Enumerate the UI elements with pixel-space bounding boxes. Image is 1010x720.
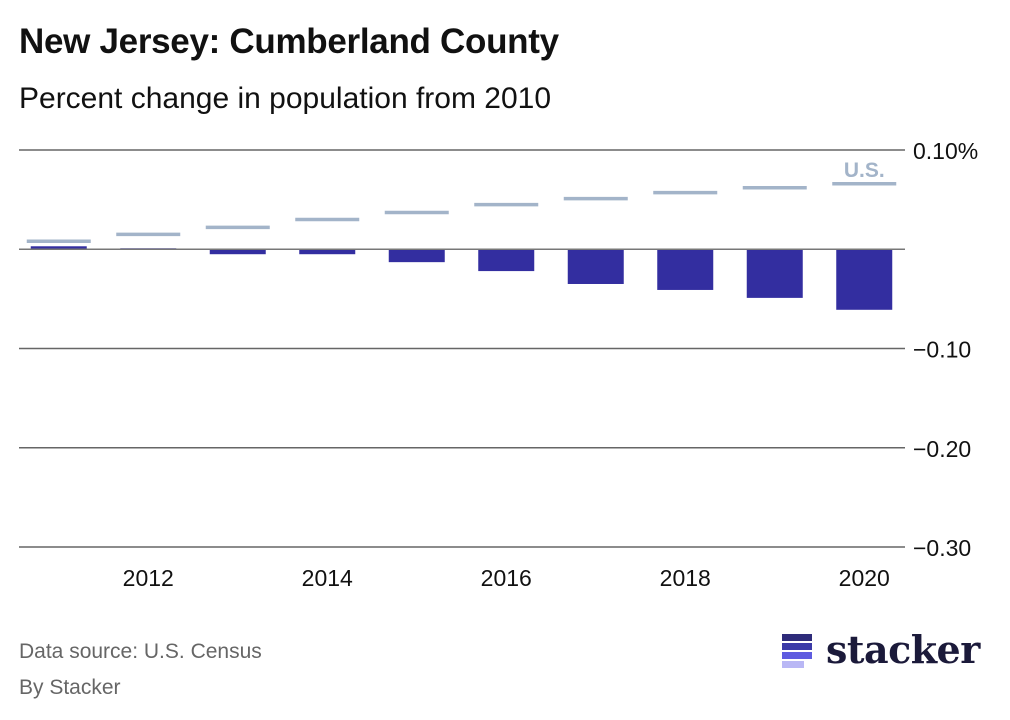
x-tick-label: 2016 <box>481 565 532 591</box>
bar-2011 <box>30 246 87 250</box>
bar-2019 <box>746 249 803 298</box>
bar-2014 <box>299 249 356 255</box>
logo-bar <box>782 634 812 641</box>
logo-bar <box>782 643 812 650</box>
y-tick-label: −0.10 <box>913 337 971 363</box>
bar-2018 <box>657 249 714 290</box>
stacker-logo[interactable]: stacker <box>780 630 980 670</box>
x-tick-label: 2020 <box>839 565 890 591</box>
y-tick-label: −0.20 <box>913 436 971 462</box>
x-tick-label: 2014 <box>302 565 353 591</box>
y-tick-label: −0.30 <box>913 535 971 561</box>
logo-bar <box>782 661 804 668</box>
x-tick-label: 2018 <box>660 565 711 591</box>
data-source: Data source: U.S. Census <box>19 640 262 663</box>
logo-bar <box>782 652 812 659</box>
us-series-label: U.S. <box>844 159 885 182</box>
chart-subtitle: Percent change in population from 2010 <box>19 82 552 115</box>
bar-2013 <box>209 249 266 255</box>
chart-title: New Jersey: Cumberland County <box>19 22 559 61</box>
stacker-logo-icon <box>780 630 816 670</box>
chart-area: 0.10% −0.10 −0.20 −0.30 2012 2014 2016 2018 202… <box>19 138 978 591</box>
bar-2016 <box>478 249 535 272</box>
stacker-logo-text: stacker <box>826 627 980 672</box>
bar-2017 <box>567 249 624 284</box>
byline: By Stacker <box>19 676 121 699</box>
x-tick-label: 2012 <box>123 565 174 591</box>
bar-2015 <box>388 249 445 263</box>
y-tick-label: 0.10% <box>913 138 978 164</box>
bar-2020 <box>836 249 893 310</box>
